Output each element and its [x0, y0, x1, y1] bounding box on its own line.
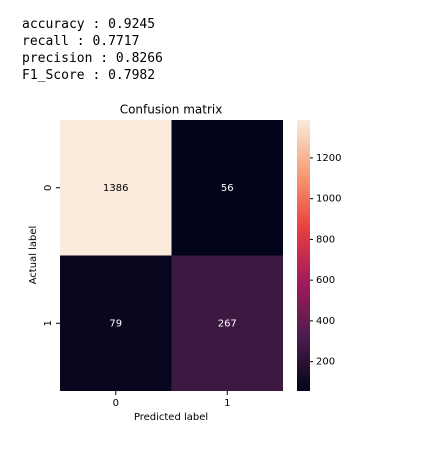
cell-label: 267 — [218, 318, 237, 329]
metric-line: precision : 0.8266 — [22, 51, 163, 66]
colorbar — [297, 120, 310, 391]
colorbar-tick-label: 400 — [316, 316, 335, 327]
y-tick-label: 0 — [43, 185, 54, 191]
metric-line: recall : 0.7717 — [22, 34, 140, 49]
heatmap-cell — [171, 120, 283, 256]
colorbar-tick-label: 200 — [316, 357, 335, 368]
colorbar-tick-label: 1000 — [316, 194, 341, 205]
chart-title: Confusion matrix — [120, 103, 223, 117]
metric-line: F1_Score : 0.7982 — [22, 68, 156, 83]
colorbar-tick-label: 1200 — [316, 153, 341, 164]
x-axis-label: Predicted label — [134, 412, 208, 423]
y-tick-label: 1 — [43, 320, 54, 326]
heatmap-cell — [171, 255, 283, 391]
cell-label: 1386 — [103, 183, 128, 194]
heatmap-cell — [60, 255, 172, 391]
x-tick-label: 0 — [113, 398, 119, 409]
metric-line: accuracy : 0.9245 — [22, 17, 156, 32]
cell-label: 56 — [221, 183, 234, 194]
y-axis-label: Actual label — [28, 226, 39, 285]
cell-label: 79 — [109, 318, 122, 329]
metrics: accuracy : 0.9245 recall : 0.7717 precisio… — [22, 16, 163, 84]
x-tick-label: 1 — [224, 398, 230, 409]
colorbar-tick-label: 600 — [316, 275, 335, 286]
colorbar-tick-label: 800 — [316, 234, 335, 245]
heatmap-cell — [60, 120, 172, 256]
